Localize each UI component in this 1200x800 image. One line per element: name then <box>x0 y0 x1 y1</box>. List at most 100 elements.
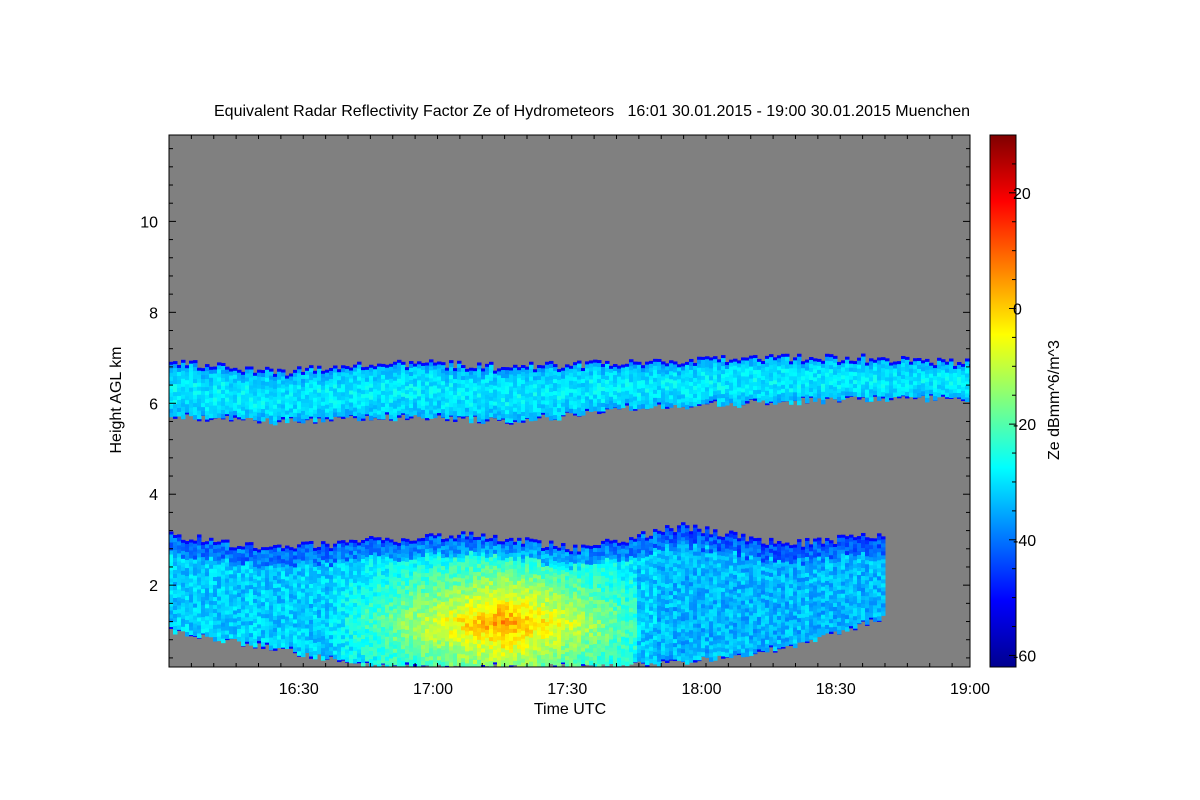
echo-cell <box>341 591 346 596</box>
echo-cell <box>749 390 754 396</box>
echo-cell <box>437 636 442 641</box>
echo-cell <box>577 363 582 369</box>
echo-cell <box>273 603 278 609</box>
echo-cell <box>217 576 222 582</box>
echo-cell <box>269 593 274 599</box>
echo-cell <box>453 383 458 388</box>
echo-cell <box>465 651 470 656</box>
echo-cell <box>197 617 202 622</box>
echo-cell <box>409 396 414 401</box>
echo-cell <box>481 399 486 404</box>
echo-cell <box>637 400 642 406</box>
echo-cell <box>453 653 458 658</box>
echo-cell <box>585 404 590 409</box>
echo-cell <box>465 599 470 604</box>
echo-cell <box>249 565 254 570</box>
echo-cell <box>269 625 274 631</box>
echo-cell <box>449 542 454 547</box>
echo-cell <box>417 388 422 393</box>
echo-cell <box>853 380 858 385</box>
echo-cell <box>341 611 346 616</box>
echo-cell <box>381 559 386 564</box>
echo-cell <box>929 373 934 379</box>
echo-cell <box>505 549 510 555</box>
echo-cell <box>641 368 646 373</box>
echo-cell <box>493 609 498 615</box>
echo-cell <box>325 570 330 576</box>
echo-cell <box>385 540 390 546</box>
echo-cell <box>181 586 186 592</box>
echo-cell <box>253 626 258 632</box>
echo-cell <box>293 567 298 572</box>
echo-cell <box>697 399 702 405</box>
echo-cell <box>385 608 390 614</box>
echo-cell <box>233 374 238 380</box>
echo-cell <box>877 388 882 393</box>
echo-cell <box>369 375 374 381</box>
echo-cell <box>361 619 366 624</box>
echo-cell <box>765 390 770 396</box>
echo-cell <box>513 568 518 574</box>
echo-cell <box>237 404 242 410</box>
echo-cell <box>421 572 426 578</box>
echo-cell <box>285 556 290 562</box>
echo-cell <box>437 656 442 661</box>
echo-cell <box>849 379 854 385</box>
echo-cell <box>269 605 274 611</box>
echo-cell <box>173 626 178 631</box>
echo-cell <box>873 382 878 388</box>
echo-cell <box>449 391 454 396</box>
echo-cell <box>941 370 946 375</box>
echo-cell <box>801 372 806 377</box>
echo-cell <box>881 364 886 369</box>
echo-cell <box>301 632 306 638</box>
echo-cell <box>637 396 642 402</box>
echo-cell <box>433 381 438 387</box>
echo-cell <box>365 589 370 594</box>
echo-cell <box>597 383 602 388</box>
echo-cell <box>181 394 186 400</box>
echo-cell <box>265 369 270 375</box>
echo-cell <box>677 399 682 404</box>
echo-cell <box>553 383 558 388</box>
echo-cell <box>785 396 790 402</box>
echo-cell <box>433 578 438 583</box>
echo-cell <box>249 573 254 578</box>
echo-cell <box>653 377 658 383</box>
echo-cell <box>245 621 250 626</box>
echo-cell <box>389 398 394 404</box>
echo-cell <box>221 614 226 620</box>
echo-cell <box>217 385 222 390</box>
echo-cell <box>629 386 634 391</box>
echo-cell <box>473 584 478 589</box>
echo-cell <box>469 406 474 412</box>
echo-cell <box>473 648 478 653</box>
echo-cell <box>573 377 578 382</box>
echo-cell <box>305 612 310 617</box>
echo-cell <box>341 631 346 636</box>
echo-cell <box>461 392 466 397</box>
echo-cell <box>249 621 254 626</box>
echo-cell <box>237 412 242 418</box>
echo-cell <box>449 650 454 655</box>
echo-cell <box>317 561 322 567</box>
echo-cell <box>713 391 718 396</box>
echo-cell <box>513 399 518 405</box>
echo-cell <box>385 399 390 405</box>
echo-cell <box>381 382 386 388</box>
echo-cell <box>497 415 502 420</box>
echo-cell <box>445 573 450 578</box>
echo-cell <box>305 382 310 388</box>
echo-cell <box>917 369 922 374</box>
echo-cell <box>357 645 362 651</box>
echo-cell <box>205 548 210 553</box>
echo-cell <box>669 383 674 388</box>
echo-cell <box>449 642 454 647</box>
echo-cell <box>569 380 574 386</box>
echo-cell <box>509 644 514 650</box>
echo-cell <box>905 363 910 369</box>
echo-cell <box>497 624 502 629</box>
echo-cell <box>333 590 338 596</box>
echo-cell <box>429 640 434 645</box>
echo-cell <box>361 591 366 596</box>
